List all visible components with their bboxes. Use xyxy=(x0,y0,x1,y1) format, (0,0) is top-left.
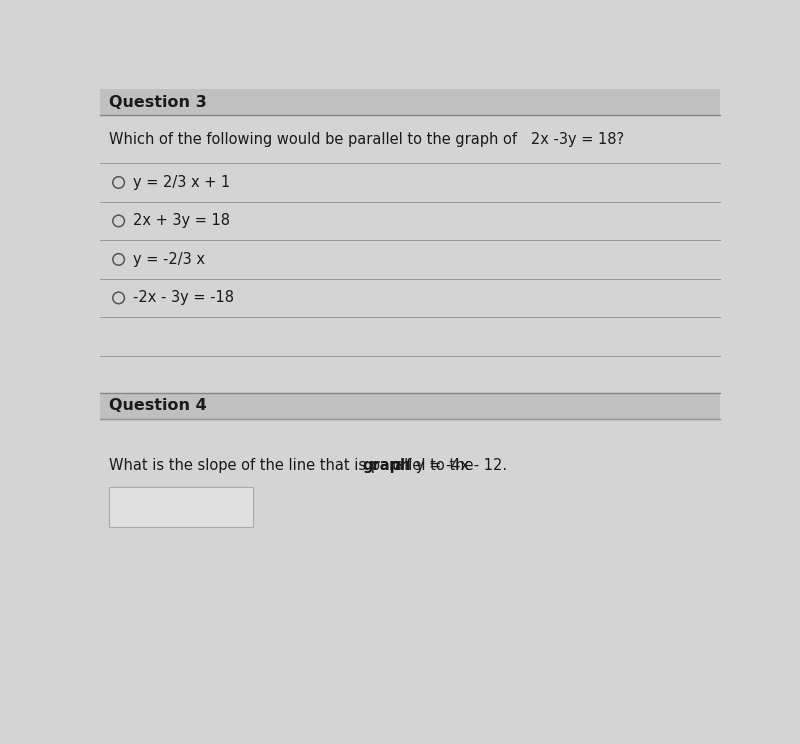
Bar xyxy=(100,89,720,115)
Text: o f y = -4x - 12.: o f y = -4x - 12. xyxy=(388,458,507,473)
Text: What is the slope of the line that is parallel to the: What is the slope of the line that is pa… xyxy=(110,458,478,473)
Text: 2x + 3y = 18: 2x + 3y = 18 xyxy=(133,214,230,228)
Text: y = -2/3 x: y = -2/3 x xyxy=(133,252,205,267)
Text: -2x - 3y = -18: -2x - 3y = -18 xyxy=(133,290,234,306)
Text: Which of the following would be parallel to the graph of   2x -3y = 18?: Which of the following would be parallel… xyxy=(110,132,625,147)
Text: Question 4: Question 4 xyxy=(110,398,207,413)
Circle shape xyxy=(113,254,125,265)
Circle shape xyxy=(113,176,125,188)
Bar xyxy=(110,487,253,527)
Circle shape xyxy=(113,292,125,304)
Text: Question 3: Question 3 xyxy=(110,95,207,110)
Bar xyxy=(100,393,720,419)
Circle shape xyxy=(113,215,125,227)
Text: y = 2/3 x + 1: y = 2/3 x + 1 xyxy=(133,175,230,190)
Text: graph: graph xyxy=(362,458,411,473)
